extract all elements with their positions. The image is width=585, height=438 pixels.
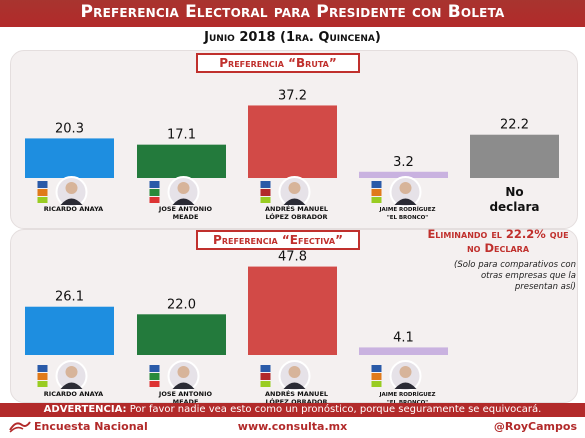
party-logo-icon [37,181,48,188]
candidate-face-icon [399,366,412,378]
bar-1-0 [25,306,114,355]
party-logo-icon [371,197,382,203]
footer-encuesta: Encuesta Nacional [34,420,148,433]
party-logo-icon [37,381,48,387]
no-declara-label-0: No [505,185,523,199]
party-logo-icon [371,181,382,188]
data-label-0-1: 17.1 [167,128,196,143]
data-label-0-4: 22.2 [500,118,529,133]
party-logo-icon [260,197,271,203]
candidate-name-1-1-1: MEADE [173,398,199,406]
party-logo-icon [260,189,271,196]
party-logo-icon [149,381,160,387]
candidate-face-icon [288,366,301,378]
data-label-1-1: 22.0 [167,297,196,312]
comparativos-note: (Solo para comparativos con otras empres… [454,260,576,292]
candidate-face-icon [65,182,78,194]
party-logo-icon [371,381,382,387]
party-logo-icon [37,373,48,380]
candidate-name-1-2-1: LÓPEZ OBRADOR [265,397,327,406]
data-label-0-0: 20.3 [55,121,84,136]
data-label-0-3: 3.2 [393,155,414,170]
candidate-suit-icon [172,382,195,389]
data-label-1-3: 4.1 [393,330,414,345]
candidate-face-icon [288,182,301,194]
panel-bruta-title: Preferencia “Bruta” [196,53,360,73]
party-logo-icon [149,373,160,380]
no-declara-label-1: declara [489,200,539,214]
page-subtitle: Junio 2018 (1ra. Quincena) [204,30,381,45]
bar-1-1 [137,314,226,355]
data-label-1-0: 26.1 [55,290,84,305]
candidate-name-0-3-0: JAIME RODRÍGUEZ [379,205,436,213]
page-title: Preferencia Electoral para Presidente co… [80,2,505,22]
bar-0-4 [470,134,559,178]
candidate-face-icon [177,366,190,378]
candidate-suit-icon [60,382,83,389]
party-logo-icon [260,181,271,188]
bar-0-1 [137,144,226,178]
party-logo-icon [149,189,160,196]
data-label-0-2: 37.2 [278,88,307,103]
candidate-name-1-0-0: RICARDO ANAYA [44,390,103,398]
party-logo-icon [260,381,271,387]
party-logo-icon [149,365,160,372]
candidate-suit-icon [60,198,83,205]
advertencia-text: Por favor nadie vea esto como un pronóst… [129,404,542,415]
footer-twitter: @RoyCampos [493,420,577,433]
candidate-name-1-2-0: ANDRÉS MANUEL [265,389,328,398]
candidate-name-0-3-1: "EL BRONCO" [387,215,428,221]
party-logo-icon [371,373,382,380]
candidate-name-0-2-0: ANDRÉS MANUEL [265,204,328,213]
candidate-suit-icon [394,382,417,389]
header-band [0,0,585,27]
candidate-face-icon [65,366,78,378]
advertencia-band: ADVERTENCIA: Por favor nadie vea esto co… [0,403,585,417]
candidate-suit-icon [283,198,306,205]
candidate-name-0-2-1: LÓPEZ OBRADOR [265,212,327,221]
footer-website: www.consulta.mx [237,420,348,433]
party-logo-icon [371,189,382,196]
bar-0-2 [248,105,337,178]
candidate-suit-icon [172,198,195,205]
candidate-name-0-1-1: MEADE [173,213,199,221]
candidate-name-1-1-0: JOSE ANTONIO [158,390,213,398]
party-logo-icon [260,365,271,372]
panel-efectiva-title: Preferencia “Efectiva” [196,230,360,250]
candidate-suit-icon [283,382,306,389]
candidate-face-icon [177,182,190,194]
advertencia-label: ADVERTENCIA: [43,404,127,415]
candidate-face-icon [399,182,412,194]
consulta-logo-icon [9,421,31,433]
bar-0-0 [25,138,114,178]
candidate-name-1-3-0: JAIME RODRÍGUEZ [379,390,436,398]
bar-1-3 [359,347,448,355]
party-logo-icon [37,365,48,372]
eliminando-note: Eliminando el 22.2% que no Declara [427,227,569,255]
bar-1-2 [248,266,337,355]
bar-0-3 [359,171,448,178]
data-label-1-2: 47.8 [278,250,307,265]
candidate-name-0-0-0: RICARDO ANAYA [44,205,103,213]
party-logo-icon [149,181,160,188]
candidate-suit-icon [394,198,417,205]
candidate-name-0-1-0: JOSE ANTONIO [158,205,213,213]
party-logo-icon [260,373,271,380]
party-logo-icon [149,197,160,203]
party-logo-icon [371,365,382,372]
party-logo-icon [37,197,48,203]
party-logo-icon [37,189,48,196]
